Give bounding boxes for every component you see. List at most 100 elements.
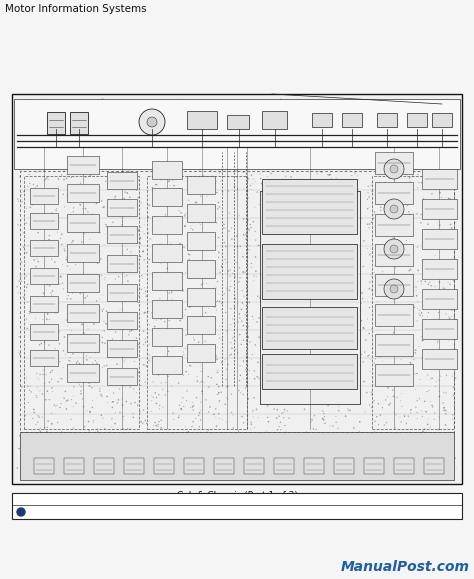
Point [18,258,25,267]
Point [65,356,73,365]
Point [160,439,168,449]
Point [436,195,443,204]
Point [304,239,312,248]
Point [238,298,246,307]
Point [302,256,310,266]
Point [394,127,402,136]
Point [326,372,333,382]
Point [449,410,456,419]
Point [138,285,146,294]
Point [421,277,429,286]
Point [80,229,88,238]
Point [42,96,49,105]
Point [452,218,460,228]
Point [64,254,72,263]
Point [290,342,298,351]
Point [130,384,137,394]
Point [372,354,379,364]
Point [24,324,31,333]
Point [221,355,228,364]
Point [365,102,373,112]
Point [216,414,223,423]
Bar [30,350,58,366]
Point [146,356,154,365]
Point [112,290,120,299]
Circle shape [384,159,404,179]
Point [215,233,222,242]
Point [393,474,401,483]
Point [117,450,124,460]
Point [61,138,69,148]
Point [55,150,63,159]
Point [435,425,443,434]
Point [393,130,401,139]
Point [305,274,312,283]
Point [209,188,217,197]
Point [413,209,421,218]
Point [398,122,406,131]
Point [279,280,286,290]
Point [176,170,183,179]
Point [137,234,145,243]
Point [107,284,115,293]
Point [277,94,284,104]
Point [423,163,431,172]
Point [411,120,419,130]
Point [370,267,378,277]
Point [340,201,348,211]
Point [188,422,196,431]
Point [83,355,91,364]
Point [50,473,57,482]
Point [127,173,134,182]
Point [418,308,425,317]
Point [276,145,283,154]
Point [34,209,41,218]
Point [385,174,393,183]
Point [282,171,290,181]
Point [39,436,47,445]
Point [390,459,397,468]
Point [168,96,176,105]
Point [403,226,411,235]
Point [410,208,418,218]
Point [112,131,119,141]
Point [150,329,158,339]
Point [168,295,176,305]
Point [401,196,409,205]
Point [272,461,279,470]
Text: ManualPost.com: ManualPost.com [341,560,470,574]
Point [352,395,359,405]
Point [373,163,381,172]
Point [233,123,241,133]
Point [175,274,183,283]
Point [74,122,82,131]
Point [293,254,301,263]
Point [212,453,220,463]
Point [135,396,143,405]
Point [329,471,337,481]
Point [379,195,387,204]
Point [59,278,66,288]
Point [422,407,430,416]
Point [349,178,356,188]
Point [384,383,392,393]
Point [411,452,419,461]
Point [356,114,363,123]
Point [442,273,449,282]
Point [124,473,131,482]
Point [410,355,418,364]
Bar [262,307,357,349]
Point [33,254,41,263]
Point [345,152,353,162]
Point [298,188,306,197]
Point [186,129,193,138]
Point [186,265,193,274]
Point [242,365,250,374]
Point [267,387,274,397]
Point [275,412,283,421]
Point [383,332,390,341]
Point [60,175,68,184]
Point [202,274,210,283]
Bar [107,199,137,216]
Circle shape [147,117,157,127]
